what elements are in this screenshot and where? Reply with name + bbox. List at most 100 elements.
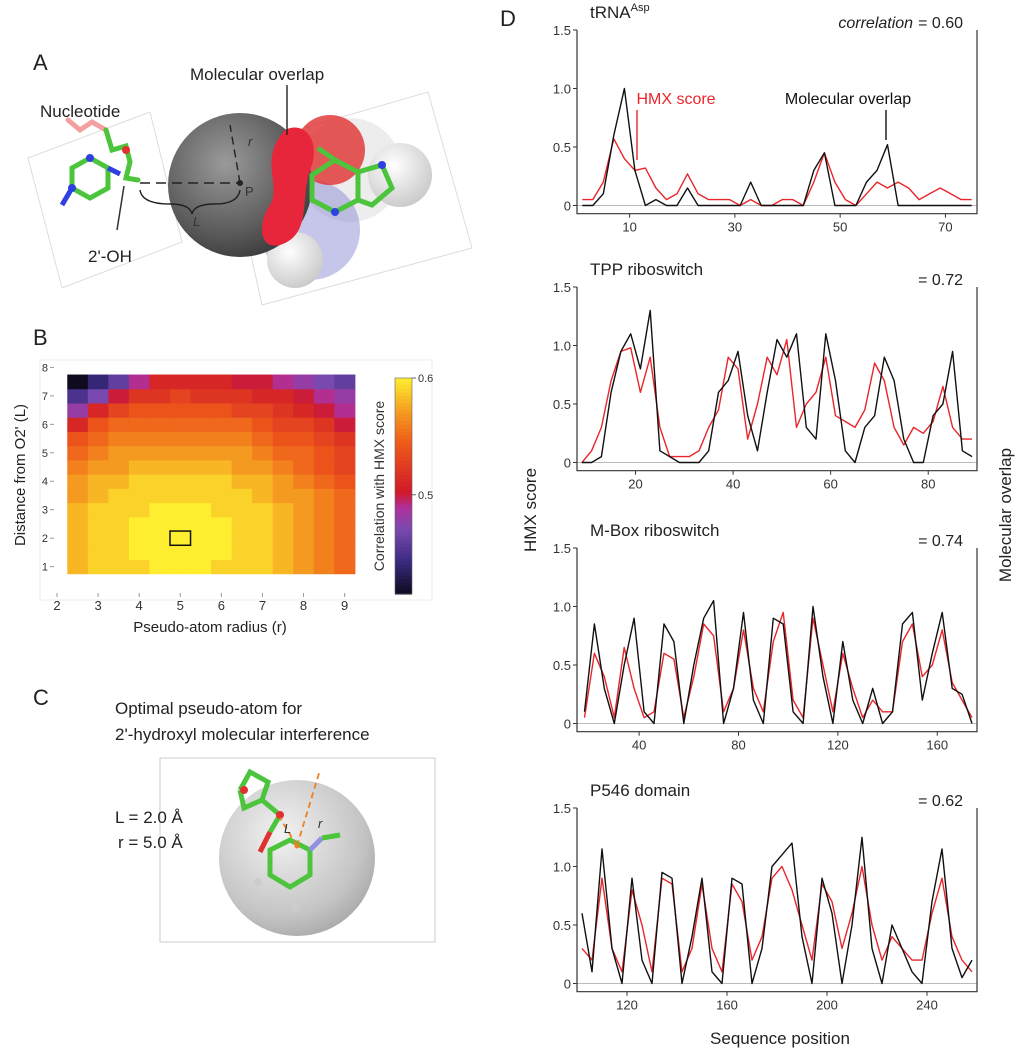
x-tick-label: 7 <box>259 598 266 613</box>
colorbar-step <box>395 410 412 415</box>
heatmap-cell <box>272 516 294 532</box>
heatmap-cell <box>169 545 192 561</box>
heatmap-cell <box>87 559 109 575</box>
heatmap-cell <box>231 388 253 404</box>
x-tick-label: 80 <box>921 477 935 492</box>
heatmap-cell <box>293 374 315 390</box>
heatmap-cell <box>87 431 109 447</box>
heatmap-cell <box>149 445 171 461</box>
heatmap-cell <box>211 516 233 532</box>
y-tick-label: 3 <box>42 505 48 517</box>
colorbar-step <box>395 489 412 494</box>
heatmap-cell <box>67 445 89 461</box>
heatmap-cell <box>190 516 212 532</box>
chart-title: M-Box riboswitch <box>590 521 719 540</box>
heatmap-cell <box>149 417 171 432</box>
heatmap-cell <box>128 459 150 475</box>
colorbar-step <box>395 511 412 516</box>
colorbar-step <box>395 396 412 401</box>
heatmap-cell <box>293 474 315 489</box>
heatmap-cell <box>169 559 192 575</box>
x-tick-label: 30 <box>728 220 742 235</box>
heatmap-cell <box>190 545 212 561</box>
heatmap-cell <box>190 488 212 504</box>
colorbar-step <box>395 518 412 523</box>
heatmap-cell <box>272 531 294 546</box>
heatmap-cell <box>190 459 212 475</box>
x-tick-label: 6 <box>218 598 225 613</box>
heatmap-cell <box>293 402 315 418</box>
heatmap-cell <box>211 545 233 561</box>
series-line <box>583 611 973 719</box>
heatmap-cell <box>272 402 294 418</box>
heatmap-cell <box>313 474 335 489</box>
heatmap-cell <box>169 388 192 404</box>
heatmap-cell <box>334 559 356 575</box>
heatmap-cell <box>108 516 130 532</box>
heatmap-cell <box>149 474 171 489</box>
heatmap-cell <box>231 431 253 447</box>
heatmap-cell <box>211 388 233 404</box>
colorbar-frame <box>394 377 413 595</box>
x-tick-label: 200 <box>816 998 838 1013</box>
heatmap-cell <box>293 388 315 404</box>
colorbar-step <box>395 446 412 451</box>
heatmap-cell <box>87 531 109 546</box>
heatmap-cell <box>128 488 150 504</box>
heatmap-cell <box>67 417 89 432</box>
colorbar-step <box>395 525 412 530</box>
heatmap-cell <box>293 431 315 447</box>
heatmap-cell <box>231 502 253 518</box>
y-tick-label: 1.0 <box>553 860 571 875</box>
heatmap-cell <box>149 459 171 475</box>
heatmap-cell <box>108 545 130 561</box>
heatmap-cell <box>313 502 335 518</box>
heatmap-cell <box>87 474 109 489</box>
r-value: r = 5.0 Å <box>118 833 183 852</box>
heatmap-cell <box>231 488 253 504</box>
colorbar-step <box>395 403 412 408</box>
heatmap-cell <box>313 417 335 432</box>
y-tick-label: 5 <box>42 448 48 460</box>
heatmap-cell <box>231 559 253 575</box>
colorbar-step <box>395 500 412 505</box>
x-tick-label: 50 <box>833 220 847 235</box>
heatmap-cell <box>211 431 233 447</box>
highlight-box <box>169 530 192 547</box>
heatmap-cell <box>252 531 274 546</box>
heatmap-cell <box>231 402 253 418</box>
heatmap-cell <box>334 374 356 390</box>
heatmap-cell <box>128 474 150 489</box>
y-tick-label: 0 <box>564 977 571 992</box>
heatmap-cell <box>293 545 315 561</box>
heatmap-cell <box>231 545 253 561</box>
heatmap-cell <box>334 431 356 447</box>
panel-a-diagram: Nucleotide Molecular overlap 2'-OH r L P <box>27 65 473 306</box>
heatmap-cell <box>313 531 335 546</box>
heatmap-cell <box>128 431 150 447</box>
colorbar-step <box>395 478 412 483</box>
heatmap-cell <box>334 488 356 504</box>
y-tick-label: 8 <box>42 362 48 374</box>
colorbar-step <box>395 532 412 537</box>
x-tick-label: 80 <box>731 738 745 753</box>
heatmap-cell <box>334 516 356 532</box>
heatmap-cell <box>149 374 171 390</box>
heatmap-cell <box>272 502 294 518</box>
heatmap-cell <box>87 459 109 475</box>
heatmap-cell <box>313 516 335 532</box>
heatmap-cell <box>149 431 171 447</box>
heatmap-cell <box>272 545 294 561</box>
colorbar-step <box>395 561 412 566</box>
heatmap-cell <box>149 502 171 518</box>
heatmap-cell <box>313 388 335 404</box>
heatmap-cell <box>128 445 150 461</box>
heatmap-cell <box>293 559 315 575</box>
heatmap-cell <box>231 474 253 489</box>
y2-axis-label: Molecular overlap <box>996 448 1015 582</box>
y-tick-label: 6 <box>42 419 48 431</box>
colorbar-tick-label: 0.6 <box>418 373 433 385</box>
heatmap-cell <box>190 431 212 447</box>
heatmap-cell <box>231 516 253 532</box>
